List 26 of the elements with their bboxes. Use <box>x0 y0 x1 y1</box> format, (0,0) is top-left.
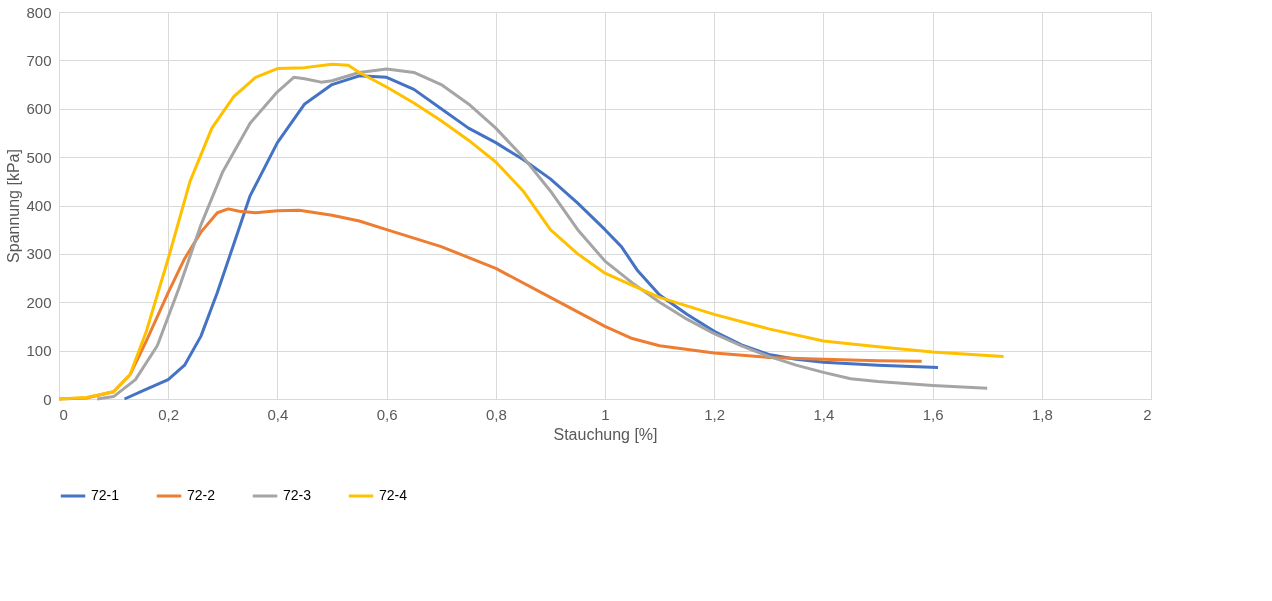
x-tick-label: 1,2 <box>704 405 726 423</box>
y-tick-label: 100 <box>26 342 52 360</box>
y-tick-label: 700 <box>26 51 52 69</box>
y-tick-label: 300 <box>26 245 52 263</box>
x-tick-label: 0,2 <box>158 405 180 423</box>
x-tick-label: 0,8 <box>485 405 507 423</box>
legend-label: 72-4 <box>379 487 408 503</box>
legend-label: 72-1 <box>91 487 120 503</box>
x-tick-label: 1,4 <box>813 405 835 423</box>
x-tick-label: 0,6 <box>376 405 398 423</box>
y-tick-label: 200 <box>26 293 52 311</box>
x-tick-label: 1,8 <box>1031 405 1053 423</box>
x-axis-title: Stauchung [%] <box>553 425 658 443</box>
x-tick-label: 0,4 <box>267 405 289 423</box>
legend-label: 72-2 <box>187 487 216 503</box>
x-tick-label: 2 <box>1143 405 1152 423</box>
y-tick-label: 800 <box>26 3 52 21</box>
y-axis-title: Spannung [kPa] <box>5 149 23 263</box>
x-tick-label: 0 <box>59 405 68 423</box>
y-tick-label: 0 <box>43 390 52 408</box>
y-tick-label: 500 <box>26 148 52 166</box>
y-tick-label: 600 <box>26 100 52 118</box>
y-tick-label: 400 <box>26 197 52 214</box>
x-tick-label: 1 <box>601 405 610 423</box>
legend-label: 72-3 <box>283 487 312 503</box>
x-tick-label: 1,6 <box>922 405 944 423</box>
